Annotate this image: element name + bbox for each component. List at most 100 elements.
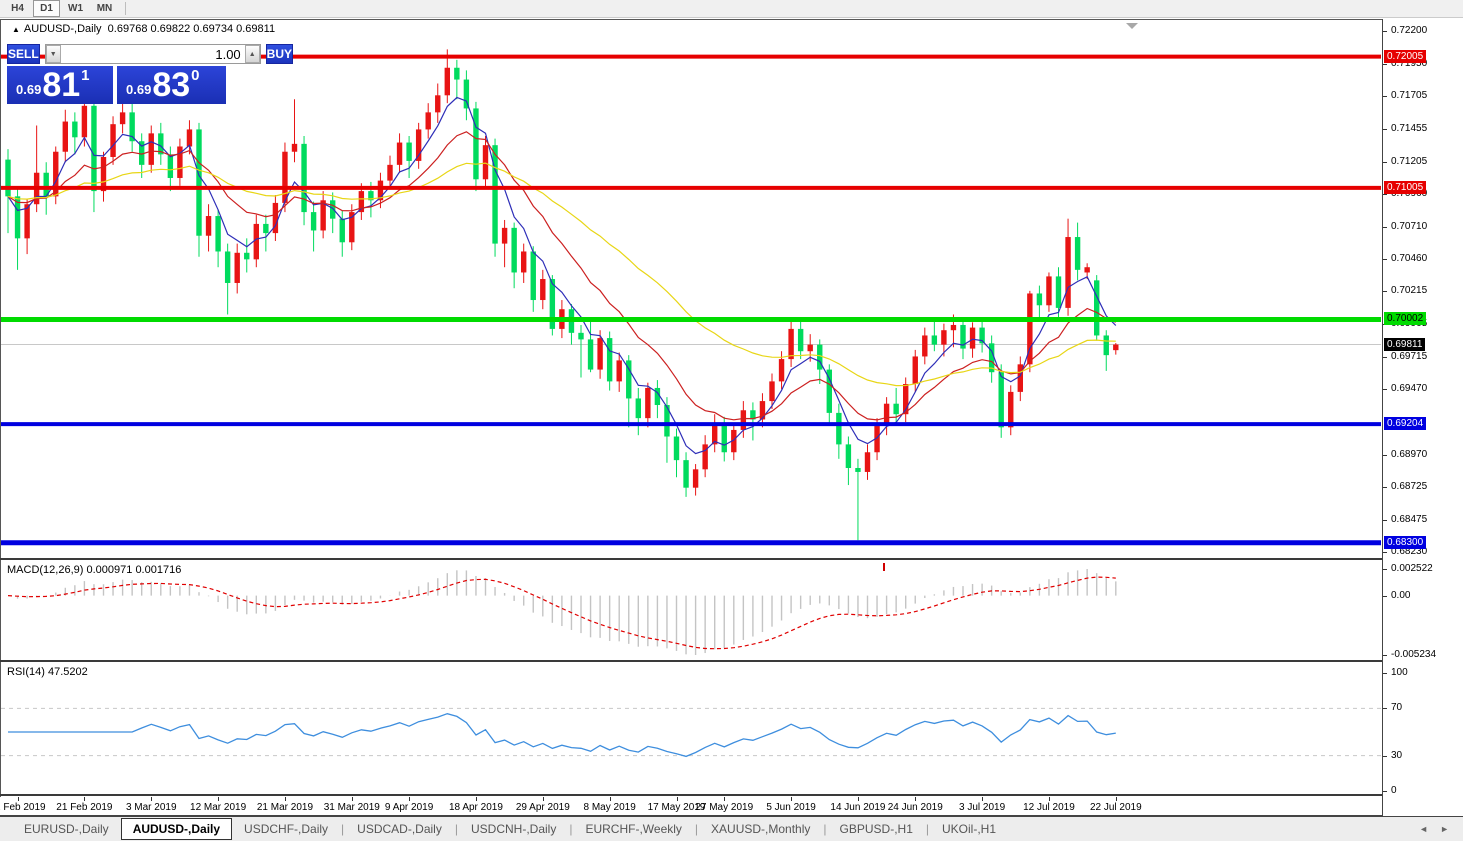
bid-price-box[interactable]: 0.69 81 1 — [7, 66, 113, 104]
sell-button[interactable]: SELL — [7, 44, 40, 64]
macd-panel-canvas[interactable] — [1, 561, 1381, 660]
volume-increase-button[interactable]: ▲ — [244, 45, 260, 63]
price-tick-label: 0.70710 — [1391, 220, 1428, 232]
chart-symbol-period: AUDUSD-,Daily — [23, 23, 102, 35]
macd-scale-tick — [1383, 595, 1387, 597]
tab-eurchf-weekly[interactable]: EURCHF-,Weekly — [585, 822, 682, 836]
date-tick-mark — [284, 797, 286, 801]
volume-decrease-button[interactable]: ▼ — [45, 45, 61, 63]
tab-ukoil-h1[interactable]: UKOil-,H1 — [942, 822, 997, 836]
price-tick-mark — [1383, 31, 1387, 32]
date-tick-mark — [475, 797, 477, 801]
panel-separator[interactable] — [0, 660, 1382, 662]
price-tick-mark — [1383, 63, 1387, 65]
date-label: 9 Apr 2019 — [384, 802, 434, 813]
timeframe-mn[interactable]: MN — [96, 3, 113, 14]
tab-usdcnh-daily[interactable]: USDCNH-,Daily — [470, 822, 557, 836]
rsi-panel-canvas[interactable] — [1, 663, 1381, 794]
tab-eurusd-daily[interactable]: EURUSD-,Daily — [24, 822, 109, 836]
date-label: 8 May 2019 — [583, 802, 636, 813]
chart-window-bottom-border — [0, 815, 1463, 817]
price-tick-mark — [1383, 95, 1387, 97]
panel-separator — [0, 794, 1382, 796]
trade-panel-collapse-icon[interactable]: ▲ — [12, 25, 20, 34]
tab-xauusd-monthly[interactable]: XAUUSD-,Monthly — [711, 822, 811, 836]
price-tick-mark — [1383, 226, 1387, 228]
buy-button[interactable]: BUY — [265, 44, 294, 64]
date-tick-mark — [724, 797, 726, 801]
date-tick-mark — [1115, 797, 1117, 801]
price-tick-mark — [1383, 128, 1387, 130]
chart-ohlc-values: 0.69768 0.69822 0.69734 0.69811 — [107, 23, 276, 35]
price-tick-label: 0.71950 — [1391, 57, 1428, 69]
price-tick-mark — [1383, 291, 1387, 293]
rsi-value: 47.5202 — [47, 666, 88, 678]
price-tick-label: 0.71705 — [1391, 89, 1428, 101]
panel-separator[interactable] — [0, 558, 1382, 560]
date-label: 22 Jul 2019 — [1089, 802, 1142, 813]
ask-price-box[interactable]: 0.69 83 0 — [117, 66, 226, 104]
date-label: 3 Mar 2019 — [125, 802, 177, 813]
price-badge-0.68300: 0.68300 — [1384, 535, 1427, 549]
price-scale[interactable]: 0.722000.719500.717050.714550.712050.709… — [1382, 19, 1463, 816]
ask-price-big: 83 — [152, 65, 191, 104]
price-tick-mark — [1383, 551, 1387, 553]
date-tick-mark — [791, 797, 793, 801]
price-tick-mark — [1383, 357, 1387, 359]
tab-scroll-right-icon[interactable]: ► — [1440, 824, 1449, 834]
date-label: 29 Apr 2019 — [515, 802, 570, 813]
moving-average-5 — [7, 96, 1117, 455]
macd-value-main: 0.000971 — [86, 564, 133, 576]
tab-divider: | — [925, 822, 929, 836]
rsi-line — [8, 713, 1116, 758]
moving-average-34 — [7, 162, 1116, 387]
price-badge-0.70002: 0.70002 — [1384, 312, 1427, 326]
date-label: 21 Feb 2019 — [56, 802, 113, 813]
rsi-scale-label: 0 — [1391, 785, 1397, 796]
price-badge-0.69204: 0.69204 — [1384, 417, 1427, 431]
timeframe-h4[interactable]: H4 — [11, 3, 24, 14]
ask-price-pip: 0 — [191, 67, 200, 84]
tab-divider: | — [823, 822, 827, 836]
rsi-scale-tick — [1383, 708, 1387, 710]
spin-up-icon: ▲ — [248, 50, 256, 58]
macd-name: MACD(12,26,9) — [7, 564, 84, 576]
rsi-scale-label: 100 — [1391, 667, 1408, 678]
symbol-tab-bar: EURUSD-,Daily AUDUSD-,Daily USDCHF-,Daily |… — [0, 817, 1463, 841]
date-tick-mark — [676, 797, 678, 801]
tab-usdcad-daily[interactable]: USDCAD-,Daily — [357, 822, 442, 836]
date-label: 12 Feb 2019 — [0, 802, 46, 813]
tab-scroll-arrows: ◄ ► — [1419, 824, 1449, 834]
price-tick-label: 0.69715 — [1391, 351, 1428, 363]
chart-title: ▲ AUDUSD-,Daily 0.69768 0.69822 0.69734 0… — [12, 23, 275, 35]
date-tick-mark — [84, 797, 86, 801]
date-label: 12 Jul 2019 — [1023, 802, 1075, 813]
date-label: 12 Mar 2019 — [190, 802, 247, 813]
rsi-label: RSI(14) 47.5202 — [7, 666, 88, 678]
price-tick-label: 0.70215 — [1391, 285, 1428, 297]
rsi-scale-label: 70 — [1391, 702, 1403, 714]
date-tick-mark — [17, 797, 19, 801]
tab-scroll-left-icon[interactable]: ◄ — [1419, 824, 1429, 834]
price-tick-label: 0.70460 — [1391, 253, 1428, 265]
date-tick-mark — [351, 797, 353, 801]
macd-scale-tick — [1383, 569, 1387, 570]
date-tick-mark — [409, 797, 411, 801]
price-tick-mark — [1383, 389, 1387, 391]
price-tick-mark — [1383, 193, 1387, 195]
timeframe-toolbar: H4 D1 W1 MN — [0, 0, 1463, 18]
tab-gbpusd-h1[interactable]: GBPUSD-,H1 — [839, 822, 913, 836]
volume-input[interactable] — [60, 45, 245, 63]
macd-scale-label: -0.005234 — [1391, 649, 1437, 660]
date-tick-mark — [857, 797, 859, 801]
price-tick-mark — [1383, 519, 1387, 521]
timeframe-w1[interactable]: W1 — [68, 3, 83, 14]
price-tick-label: 0.72200 — [1391, 25, 1428, 36]
tab-audusd-daily[interactable]: AUDUSD-,Daily — [120, 818, 233, 840]
date-label: 3 Jul 2019 — [959, 802, 1006, 813]
date-axis[interactable]: 12 Feb 2019 21 Feb 2019 3 Mar 2019 12 Mar 2… — [0, 797, 1382, 815]
tab-usdchf-daily[interactable]: USDCHF-,Daily — [244, 822, 329, 836]
rsi-name: RSI(14) — [7, 666, 45, 678]
timeframe-d1[interactable]: D1 — [33, 0, 60, 17]
